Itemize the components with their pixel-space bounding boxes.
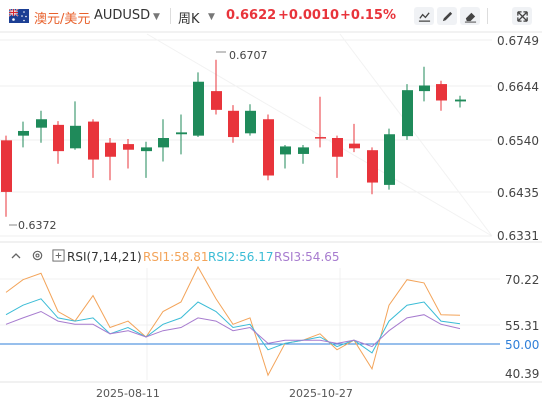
rsi-indicator-label[interactable]: RSI(7,14,21) [67, 250, 142, 264]
eraser-icon [464, 12, 476, 23]
add-indicator-icon[interactable] [52, 249, 65, 262]
y-tick-label: 0.6331 [497, 229, 539, 243]
candle-body [141, 147, 152, 152]
rsi1-line [5, 265, 461, 377]
rsi2-line [5, 298, 461, 354]
eraser-button[interactable] [460, 7, 480, 25]
candle-body [298, 147, 309, 154]
candle-body [211, 91, 222, 110]
fullscreen-icon [516, 10, 528, 22]
rsi-y-tick: 70.22 [505, 273, 540, 287]
candle-body [158, 138, 169, 148]
candle-body [70, 125, 81, 149]
candle-body [123, 144, 134, 150]
candle-body [455, 99, 466, 102]
candle-body [384, 134, 395, 185]
period-selector[interactable]: 周K [178, 12, 200, 27]
rsi1-value: RSI1:58.81 [143, 250, 209, 264]
candle-body [193, 81, 204, 136]
candle-body [349, 143, 360, 149]
candle-body [18, 130, 29, 136]
candle-body [36, 119, 47, 128]
candle-body [105, 142, 116, 157]
candle-body [176, 132, 187, 135]
y-tick-label: 0.6644 [497, 80, 539, 94]
candle-body [228, 110, 239, 138]
candle-body [367, 150, 378, 183]
candle-body [263, 119, 274, 176]
price-change: +0.0010 [278, 8, 340, 23]
divider [170, 8, 171, 24]
rsi3-value: RSI3:54.65 [274, 250, 340, 264]
rsi3-line [5, 310, 461, 348]
candle-body [419, 85, 430, 92]
candle-body [315, 137, 326, 139]
candle-body [53, 124, 64, 152]
symbol-name[interactable]: 澳元/美元 [34, 12, 91, 27]
candle-body [436, 84, 447, 101]
divider [487, 8, 488, 24]
min-price-label: 0.6372 [18, 219, 57, 232]
x-tick-label: 2025-10-27 [289, 387, 353, 400]
candle-body [280, 146, 291, 155]
candle-body [332, 138, 343, 157]
line-chart-button[interactable] [414, 7, 434, 25]
rsi-y-tick-midline: 50.00 [505, 338, 540, 352]
period-dropdown-icon[interactable]: ▼ [208, 12, 215, 22]
rsi-y-tick: 55.31 [505, 319, 540, 333]
draw-button[interactable] [437, 7, 457, 25]
header-bar: 澳元/美元 AUDUSD ▼ 周K ▼ 0.6622 +0.0010 +0.15… [0, 0, 542, 32]
current-price: 0.6622 [226, 8, 277, 23]
symbol-code[interactable]: AUDUSD [94, 8, 151, 23]
draw-pen-icon [442, 11, 452, 21]
grid-line [339, 33, 493, 237]
price-change-percent: +0.15% [340, 8, 396, 23]
rsi-y-tick: 40.39 [505, 367, 540, 381]
x-tick-label: 2025-08-11 [96, 387, 160, 400]
rsi-legend: RSI(7,14,21) RSI1:58.81 RSI2:56.17 RSI3:… [0, 247, 542, 265]
collapse-chevron-icon[interactable] [10, 250, 22, 262]
line-chart-icon [418, 11, 430, 22]
y-tick-label: 0.6749 [497, 34, 539, 48]
candle-body [402, 90, 413, 137]
y-tick-label: 0.6540 [497, 134, 539, 148]
australia-flag-icon [9, 9, 29, 23]
fullscreen-button[interactable] [512, 7, 532, 25]
symbol-dropdown-icon[interactable]: ▼ [153, 12, 160, 22]
candle-body [88, 121, 99, 160]
candle-body [1, 140, 12, 192]
settings-gear-icon[interactable] [31, 249, 44, 262]
max-price-label: 0.6707 [229, 49, 268, 62]
y-tick-label: 0.6435 [497, 186, 539, 200]
candle-body [245, 110, 256, 134]
rsi2-value: RSI2:56.17 [208, 250, 274, 264]
